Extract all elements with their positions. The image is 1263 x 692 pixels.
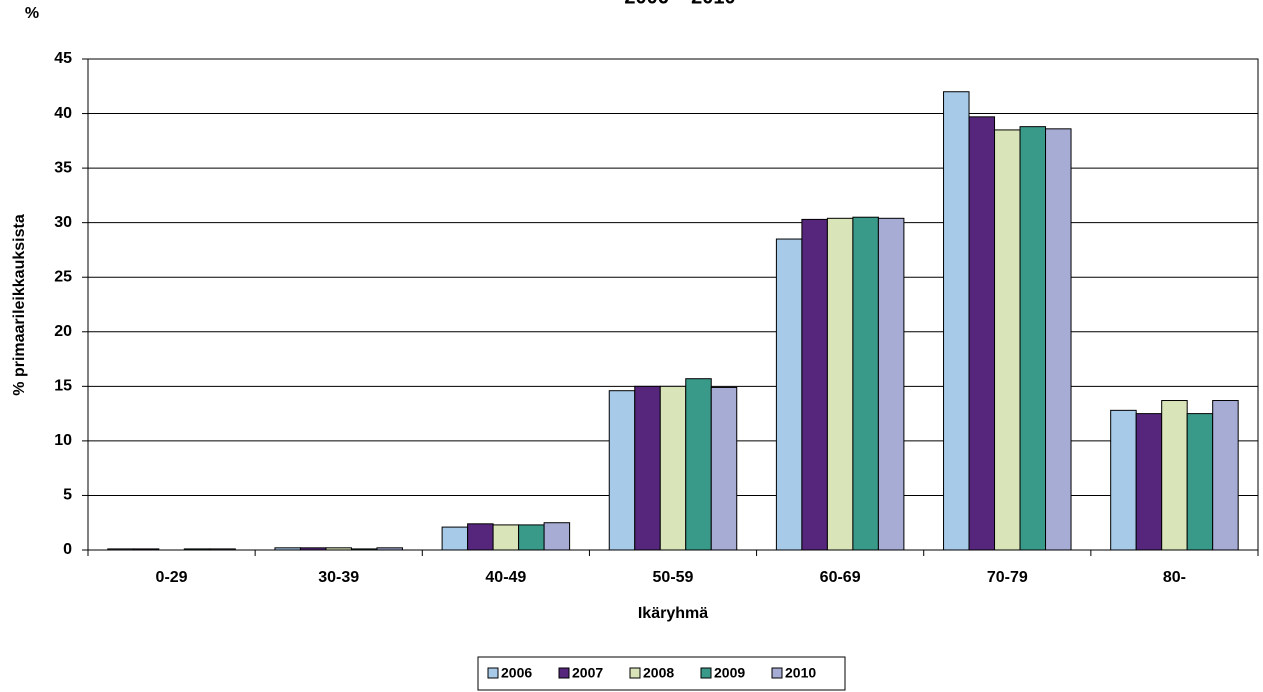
legend-swatch (771, 667, 783, 679)
bar (376, 547, 403, 551)
y-tick-label: 15 (54, 378, 72, 395)
bar (1110, 409, 1137, 551)
bar (1186, 413, 1214, 551)
bar (441, 526, 469, 551)
bar (710, 386, 738, 551)
bar (968, 116, 996, 551)
y-tick-label: 40 (54, 105, 72, 122)
chart-title: 2006 – 2010 (624, 0, 735, 8)
legend-swatch (558, 667, 570, 679)
bar (518, 524, 545, 551)
bar (183, 548, 211, 551)
x-tick-label: 80- (1163, 569, 1186, 586)
x-tick-label: 50-59 (653, 569, 694, 586)
bar (608, 390, 636, 551)
bar (467, 523, 494, 551)
bar (1135, 413, 1163, 551)
y-tick-label: 10 (54, 432, 72, 449)
legend-box (477, 656, 846, 691)
x-axis-label: Ikäryhmä (638, 605, 708, 622)
y-unit: % (25, 5, 39, 22)
legend-label: 2007 (572, 665, 603, 681)
bar (943, 91, 970, 551)
bar (299, 547, 327, 551)
y-axis-label: % primaarileikkauksista (11, 214, 28, 396)
legend-label: 2009 (714, 665, 745, 681)
bar (877, 217, 905, 551)
x-tick-label: 0-29 (156, 569, 188, 586)
x-tick-label: 40-49 (485, 569, 526, 586)
bar (1045, 128, 1072, 551)
bar (1161, 400, 1188, 551)
y-tick-label: 35 (54, 159, 72, 176)
bar (826, 217, 854, 551)
bar (685, 378, 712, 551)
legend-label: 2010 (785, 665, 816, 681)
bar (1019, 126, 1047, 551)
bar (209, 548, 236, 551)
x-tick-label: 60-69 (820, 569, 861, 586)
y-tick-label: 30 (54, 214, 72, 231)
legend-swatch (487, 667, 499, 679)
y-tick-label: 20 (54, 323, 72, 340)
bar (274, 547, 301, 551)
bar (543, 522, 571, 551)
y-tick-label: 45 (54, 50, 72, 67)
bar (107, 548, 134, 551)
bar (801, 218, 828, 551)
y-tick-label: 0 (63, 541, 72, 558)
bar (634, 385, 661, 551)
bar (325, 547, 352, 551)
bar (775, 238, 803, 551)
x-tick-label: 70-79 (987, 569, 1028, 586)
legend-label: 2008 (643, 665, 674, 681)
y-tick-label: 5 (63, 487, 72, 504)
bar (994, 129, 1021, 551)
y-tick-label: 25 (54, 268, 72, 285)
legend-swatch (629, 667, 641, 679)
bar (659, 385, 687, 551)
bar (350, 548, 378, 551)
bar (132, 548, 160, 551)
bar (1212, 400, 1239, 551)
bar (492, 524, 520, 551)
x-tick-label: 30-39 (318, 569, 359, 586)
bar (852, 216, 879, 551)
legend-label: 2006 (501, 665, 532, 681)
legend-swatch (700, 667, 712, 679)
